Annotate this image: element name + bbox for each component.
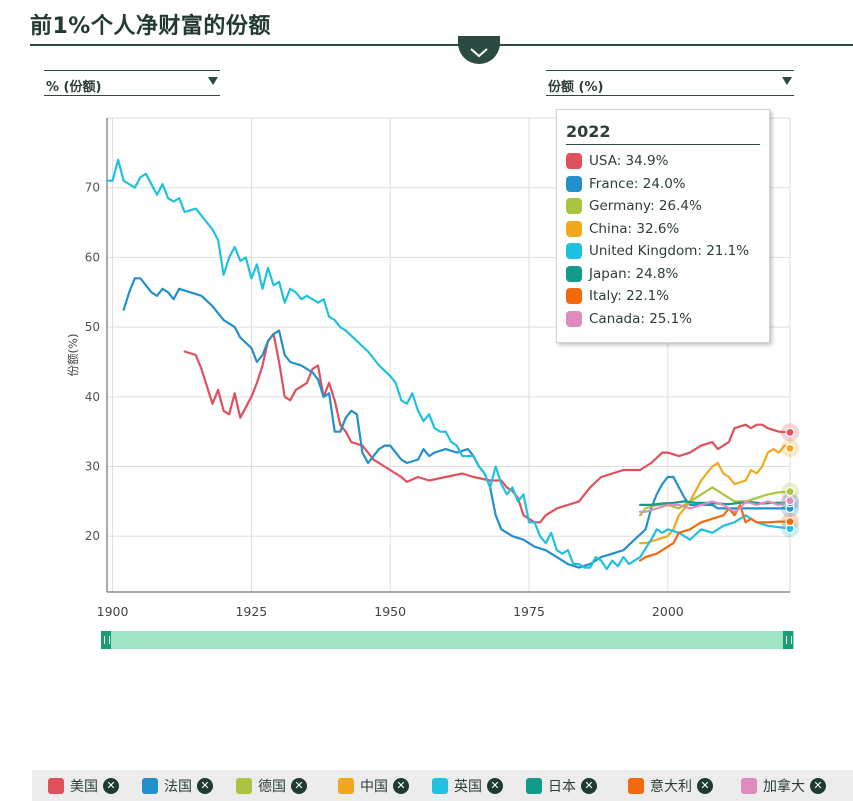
range-slider-start-handle[interactable] bbox=[101, 631, 111, 649]
legend-item[interactable]: 日本 ✕ bbox=[526, 777, 597, 795]
tooltip-swatch bbox=[566, 153, 582, 169]
x-tick-label: 2000 bbox=[652, 604, 684, 619]
metric-dropdown-label: 份额 (%) bbox=[548, 80, 604, 95]
series-marker-italy bbox=[785, 516, 795, 527]
tooltip-swatch bbox=[566, 175, 582, 192]
y-tick-label: 20 bbox=[85, 529, 100, 543]
tooltip-row-label: Italy: 22.1% bbox=[589, 288, 670, 304]
legend-swatch bbox=[48, 778, 64, 794]
tooltip-swatch bbox=[566, 198, 582, 214]
tooltip-row-label: USA: 34.9% bbox=[589, 153, 669, 169]
legend-item[interactable]: 法国 ✕ bbox=[142, 777, 213, 795]
unit-dropdown[interactable]: % (份额) bbox=[44, 70, 220, 96]
series-line-uk bbox=[105, 158, 792, 571]
tooltip-row: United Kingdom: 21.1% bbox=[566, 242, 749, 260]
legend-label: 美国 bbox=[70, 779, 98, 795]
legend-bar: 美国 ✕ 法国 ✕ 德国 ✕ 中国 ✕ 英国 ✕ 日本 ✕ 意大利 ✕ 加拿大 ✕ bbox=[32, 770, 853, 801]
legend-item[interactable]: 中国 ✕ bbox=[338, 777, 409, 795]
remove-series-icon[interactable]: ✕ bbox=[487, 778, 503, 794]
legend-item[interactable]: 美国 ✕ bbox=[48, 777, 119, 795]
tooltip-row: USA: 34.9% bbox=[566, 152, 668, 170]
tooltip-row: Canada: 25.1% bbox=[566, 310, 692, 328]
remove-series-icon[interactable]: ✕ bbox=[197, 778, 213, 794]
legend-swatch bbox=[628, 778, 644, 794]
title-divider bbox=[30, 44, 853, 46]
remove-series-icon[interactable]: ✕ bbox=[393, 778, 409, 794]
series-marker-germany bbox=[785, 487, 795, 497]
legend-label: 英国 bbox=[454, 779, 482, 795]
legend-swatch bbox=[432, 778, 448, 794]
tooltip-row: Italy: 22.1% bbox=[566, 287, 669, 305]
tooltip-year: 2022 bbox=[566, 122, 611, 141]
y-axis-label: 份额(%) bbox=[66, 334, 80, 377]
legend-item[interactable]: 加拿大 ✕ bbox=[741, 777, 826, 795]
tooltip-divider bbox=[566, 144, 760, 145]
tooltip-swatch bbox=[566, 310, 582, 327]
legend-swatch bbox=[236, 778, 252, 794]
tooltip-row: Germany: 26.4% bbox=[566, 197, 702, 215]
series-line-italy bbox=[639, 503, 792, 562]
series-marker-usa bbox=[785, 427, 795, 437]
tooltip-swatch bbox=[566, 265, 582, 282]
series-marker-china bbox=[785, 443, 795, 454]
series-line-germany bbox=[639, 486, 792, 517]
remove-series-icon[interactable]: ✕ bbox=[697, 778, 713, 794]
y-tick-label: 30 bbox=[85, 460, 100, 474]
metric-dropdown[interactable]: 份额 (%) bbox=[546, 70, 794, 96]
chevron-down-icon bbox=[470, 48, 488, 58]
tooltip-row-label: United Kingdom: 21.1% bbox=[589, 243, 750, 259]
tooltip-row-label: Canada: 25.1% bbox=[589, 310, 693, 327]
remove-series-icon[interactable]: ✕ bbox=[103, 778, 119, 794]
series-marker-canada bbox=[785, 496, 795, 506]
legend-label: 法国 bbox=[164, 779, 192, 795]
legend-item[interactable]: 意大利 ✕ bbox=[628, 777, 713, 795]
legend-label: 日本 bbox=[548, 779, 576, 795]
chart-tooltip: 2022 USA: 34.9% France: 24.0% Germany: 26.… bbox=[556, 109, 770, 343]
legend-label: 加拿大 bbox=[763, 779, 805, 795]
series-line-france bbox=[122, 277, 792, 569]
tooltip-swatch bbox=[566, 243, 582, 259]
tooltip-swatch bbox=[566, 220, 582, 237]
dropdown-arrow-icon bbox=[208, 77, 218, 85]
y-tick-label: 70 bbox=[85, 181, 100, 195]
tooltip-row-label: Japan: 24.8% bbox=[589, 265, 679, 282]
range-slider-end-handle[interactable] bbox=[783, 631, 793, 649]
y-tick-label: 40 bbox=[85, 390, 100, 404]
tooltip-row-label: France: 24.0% bbox=[589, 175, 686, 192]
x-tick-label: 1925 bbox=[235, 604, 267, 619]
legend-swatch bbox=[142, 778, 158, 794]
x-tick-label: 1975 bbox=[513, 604, 545, 619]
range-slider-track[interactable] bbox=[102, 631, 794, 649]
legend-label: 中国 bbox=[360, 779, 388, 795]
remove-series-icon[interactable]: ✕ bbox=[291, 778, 307, 794]
y-tick-label: 60 bbox=[85, 250, 100, 264]
x-tick-label: 1950 bbox=[374, 604, 406, 619]
y-tick-label: 50 bbox=[85, 320, 100, 334]
remove-series-icon[interactable]: ✕ bbox=[581, 778, 597, 794]
legend-swatch bbox=[526, 778, 542, 794]
dropdown-arrow-icon bbox=[782, 77, 792, 85]
legend-swatch bbox=[338, 778, 354, 794]
tooltip-row: China: 32.6% bbox=[566, 220, 679, 238]
tooltip-row-label: China: 32.6% bbox=[589, 220, 680, 237]
legend-swatch bbox=[741, 778, 757, 794]
legend-item[interactable]: 英国 ✕ bbox=[432, 777, 503, 795]
series-line-canada bbox=[639, 499, 792, 513]
unit-dropdown-label: % (份额) bbox=[46, 80, 102, 95]
tooltip-row: Japan: 24.8% bbox=[566, 265, 678, 283]
tooltip-row: France: 24.0% bbox=[566, 175, 686, 193]
series-line-china bbox=[639, 444, 792, 545]
page-title: 前1%个人净财富的份额 bbox=[30, 14, 271, 39]
legend-label: 意大利 bbox=[650, 779, 692, 795]
x-tick-label: 1900 bbox=[97, 604, 129, 619]
tooltip-swatch bbox=[566, 288, 582, 304]
remove-series-icon[interactable]: ✕ bbox=[810, 778, 826, 794]
legend-item[interactable]: 德国 ✕ bbox=[236, 777, 307, 795]
legend-label: 德国 bbox=[258, 779, 286, 795]
tooltip-row-label: Germany: 26.4% bbox=[589, 198, 702, 214]
